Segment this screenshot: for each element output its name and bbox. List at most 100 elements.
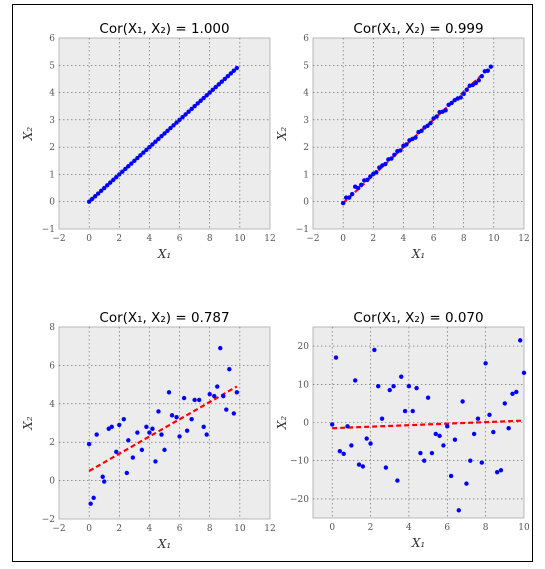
data-point bbox=[117, 172, 122, 177]
scatter-points-3 bbox=[86, 345, 240, 506]
data-point bbox=[383, 161, 388, 167]
data-point bbox=[374, 170, 379, 175]
y-tick-label: 4 bbox=[303, 89, 309, 99]
data-point bbox=[144, 147, 149, 153]
x-tick-labels-4: 0 2 4 6 8 10 bbox=[329, 523, 530, 533]
data-point bbox=[204, 432, 209, 437]
x-tick-label: 8 bbox=[207, 524, 213, 534]
data-point bbox=[365, 177, 370, 183]
x-tick-label: 8 bbox=[483, 523, 489, 533]
data-point bbox=[150, 142, 155, 147]
data-point bbox=[147, 430, 152, 435]
data-point bbox=[356, 185, 361, 191]
data-point bbox=[419, 128, 424, 133]
y-tick-label: 6 bbox=[49, 34, 55, 44]
data-point bbox=[231, 68, 237, 73]
data-point bbox=[404, 142, 409, 147]
x-tick-labels-1: −2 0 2 4 6 8 10 12 bbox=[52, 234, 275, 244]
data-point bbox=[392, 152, 397, 157]
data-point bbox=[483, 361, 488, 366]
data-point bbox=[102, 479, 107, 484]
data-point bbox=[383, 465, 389, 470]
data-point bbox=[102, 185, 107, 191]
x-tick-label: 10 bbox=[234, 524, 246, 534]
data-point bbox=[129, 161, 134, 166]
data-point bbox=[189, 106, 194, 112]
data-point bbox=[222, 76, 227, 82]
data-point bbox=[216, 82, 221, 87]
data-point bbox=[198, 98, 203, 103]
data-point bbox=[337, 448, 343, 454]
y-tick-label: 4 bbox=[49, 89, 55, 99]
data-point bbox=[475, 416, 481, 421]
data-point bbox=[464, 87, 469, 93]
data-point bbox=[204, 93, 209, 98]
data-point bbox=[95, 191, 101, 196]
gridlines-4 bbox=[313, 327, 524, 518]
y-tick-label: 2 bbox=[303, 143, 309, 153]
data-point bbox=[479, 460, 484, 465]
data-point bbox=[86, 199, 92, 204]
data-point bbox=[488, 64, 494, 69]
x-tick-label: 10 bbox=[488, 234, 500, 244]
y-axis-label-1: X₂ bbox=[21, 127, 35, 142]
data-point bbox=[135, 430, 140, 435]
data-point bbox=[153, 459, 158, 464]
data-point bbox=[485, 68, 491, 73]
data-point bbox=[144, 424, 149, 430]
data-point bbox=[494, 469, 500, 475]
data-point bbox=[162, 131, 167, 136]
data-point bbox=[448, 473, 454, 479]
data-point bbox=[360, 464, 366, 469]
data-point bbox=[433, 431, 438, 437]
x-tick-label: 8 bbox=[207, 234, 213, 244]
data-point bbox=[165, 128, 170, 133]
x-tick-label: 8 bbox=[461, 234, 467, 244]
x-tick-label: 0 bbox=[329, 523, 335, 533]
data-point bbox=[135, 155, 140, 161]
data-point bbox=[138, 153, 143, 158]
data-point bbox=[141, 150, 146, 155]
data-point bbox=[353, 378, 358, 383]
data-point bbox=[422, 458, 427, 463]
data-point bbox=[413, 135, 418, 140]
data-point bbox=[221, 393, 226, 399]
data-point bbox=[201, 95, 206, 101]
data-point bbox=[476, 78, 481, 83]
data-point bbox=[150, 426, 155, 431]
data-point bbox=[376, 384, 381, 389]
data-point bbox=[195, 101, 200, 106]
data-point bbox=[471, 431, 477, 437]
data-point bbox=[159, 432, 164, 437]
data-point bbox=[109, 424, 114, 430]
y-tick-labels-2: −1 0 1 2 3 4 5 6 bbox=[296, 34, 310, 235]
data-point bbox=[88, 501, 93, 506]
y-tick-label: 4 bbox=[49, 400, 55, 410]
x-tick-label: 2 bbox=[368, 523, 374, 533]
data-point bbox=[395, 478, 400, 483]
data-point bbox=[517, 338, 523, 343]
x-tick-labels-2: −2 0 2 4 6 8 10 12 bbox=[306, 234, 529, 244]
y-tick-label: 1 bbox=[49, 170, 55, 180]
data-point bbox=[215, 384, 220, 389]
data-point bbox=[210, 87, 215, 93]
data-point bbox=[387, 387, 392, 393]
y-tick-label: 5 bbox=[303, 61, 309, 71]
data-point bbox=[139, 447, 145, 453]
y-tick-label: −10 bbox=[290, 457, 309, 467]
y-tick-label: −2 bbox=[42, 515, 55, 525]
data-point bbox=[184, 428, 190, 433]
data-point bbox=[192, 397, 197, 403]
gridlines-1 bbox=[59, 38, 270, 229]
data-point bbox=[333, 355, 339, 360]
data-point bbox=[391, 384, 396, 389]
data-point bbox=[177, 434, 182, 439]
x-tick-label: 4 bbox=[401, 234, 407, 244]
y-tick-label: 1 bbox=[303, 170, 309, 180]
x-tick-label: 10 bbox=[518, 523, 530, 533]
y-tick-label: 2 bbox=[49, 438, 55, 448]
x-tick-label: 0 bbox=[340, 234, 346, 244]
